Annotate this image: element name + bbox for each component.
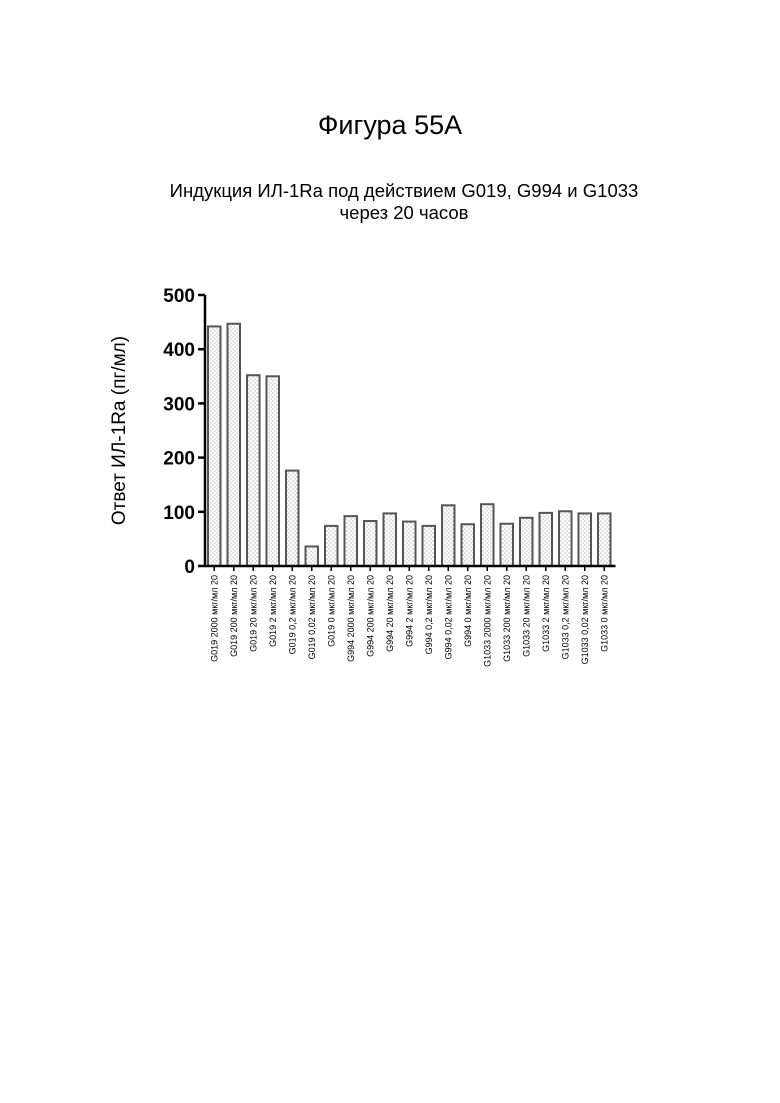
x-tick-label: G1033 2000 мкг/мл 20 [482,575,492,667]
x-tick-label: G994 0,02 мкг/мл 20 [443,575,453,659]
x-tick-label: G019 20 мкг/мл 20 [248,575,258,652]
bar-5 [286,471,299,566]
y-tick-label: 400 [163,340,195,361]
bar-14 [462,524,475,566]
bar-19 [559,511,572,566]
y-tick-label: 100 [163,503,195,524]
x-tick-label: G1033 2 мкг/мл 20 [541,575,551,652]
x-tick-label: G1033 0,02 мкг/мл 20 [580,575,590,664]
bar-21 [598,513,611,566]
bar-6 [306,546,319,566]
y-tick-label: 200 [163,449,195,470]
bar-17 [520,518,533,566]
bar-9 [364,521,377,566]
bar-12 [423,526,436,566]
y-axis-label: Ответ ИЛ-1Ra (пг/мл) [109,336,130,525]
bar-8 [345,516,358,566]
y-tick-label: 300 [163,394,195,415]
bar-1 [208,326,221,566]
y-tick-label: 500 [163,286,195,307]
x-tick-label: G994 20 мкг/мл 20 [385,575,395,652]
bar-7 [325,526,338,566]
bar-3 [247,375,260,566]
bar-20 [579,513,592,566]
x-ticks-group: G019 2000 мкг/мл 20 G019 200 мкг/мл 20 G01… [209,566,609,667]
x-tick-label: G994 0,2 мкг/мл 20 [424,575,434,654]
y-tick-label: 0 [184,557,195,578]
bar-10 [384,513,397,566]
bar-16 [501,524,514,566]
x-tick-label: G1033 20 мкг/мл 20 [521,575,531,657]
x-tick-label: G019 2 мкг/мл 20 [268,575,278,647]
bar-13 [442,505,455,566]
x-tick-label: G019 0,02 мкг/мл 20 [307,575,317,659]
bar-15 [481,504,494,566]
x-tick-label: G019 2000 мкг/мл 20 [209,575,219,662]
x-tick-label: G994 2 мкг/мл 20 [404,575,414,647]
x-tick-label: G994 200 мкг/мл 20 [365,575,375,657]
x-tick-label: G1033 200 мкг/мл 20 [502,575,512,662]
bar-2 [228,324,241,566]
x-tick-label: G019 200 мкг/мл 20 [229,575,239,657]
bar-11 [403,522,416,566]
x-tick-label: G019 0 мкг/мл 20 [326,575,336,647]
x-tick-label: G1033 0,2 мкг/мл 20 [560,575,570,659]
bars-group [208,324,611,566]
bar-18 [540,513,553,566]
x-tick-label: G994 0 мкг/мл 20 [463,575,473,647]
x-tick-label: G019 0,2 мкг/мл 20 [287,575,297,654]
bar-4 [267,376,280,566]
x-tick-label: G994 2000 мкг/мл 20 [346,575,356,662]
y-ticks-group: 0 100 200 300 400 500 [163,286,205,578]
x-tick-label: G1033 0 мкг/мл 20 [599,575,609,652]
